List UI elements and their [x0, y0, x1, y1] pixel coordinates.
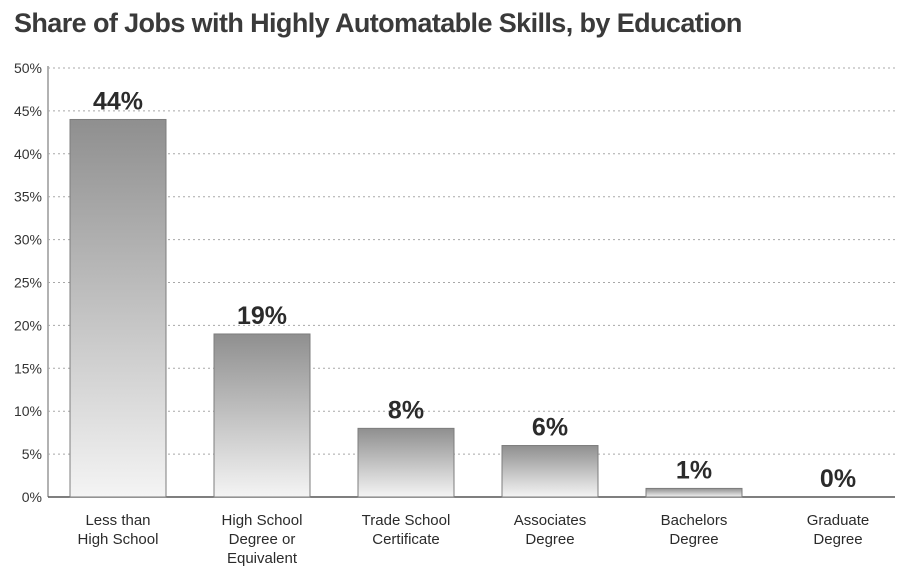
- y-tick-label: 30%: [14, 232, 42, 248]
- x-tick-label: Graduate Degree: [807, 512, 870, 548]
- bar: [501, 445, 599, 498]
- bar: [645, 487, 743, 498]
- x-tick-label: Bachelors Degree: [661, 512, 728, 548]
- y-tick-label: 50%: [14, 60, 42, 76]
- y-tick-label: 20%: [14, 317, 42, 333]
- chart-title: Share of Jobs with Highly Automatable Sk…: [14, 8, 742, 38]
- y-tick-label: 35%: [14, 189, 42, 205]
- data-label: 0%: [820, 465, 856, 493]
- y-tick-label: 45%: [14, 103, 42, 119]
- data-label: 44%: [93, 87, 143, 115]
- y-tick-label: 5%: [22, 446, 42, 462]
- bar: [357, 427, 455, 498]
- bar: [213, 333, 311, 498]
- data-label: 8%: [388, 396, 424, 424]
- x-tick-label: High School Degree or Equivalent: [222, 512, 303, 567]
- data-label: 19%: [237, 302, 287, 330]
- data-label: 6%: [532, 414, 568, 442]
- y-tick-label: 0%: [22, 489, 42, 505]
- data-label: 1%: [676, 456, 712, 484]
- bar: [69, 118, 167, 498]
- x-tick-label: Trade School Certificate: [362, 512, 451, 548]
- y-tick-label: 25%: [14, 275, 42, 291]
- y-tick-label: 40%: [14, 146, 42, 162]
- y-tick-label: 10%: [14, 403, 42, 419]
- x-tick-label: Less than High School: [78, 512, 159, 548]
- y-tick-label: 15%: [14, 360, 42, 376]
- x-tick-label: Associates Degree: [514, 512, 587, 548]
